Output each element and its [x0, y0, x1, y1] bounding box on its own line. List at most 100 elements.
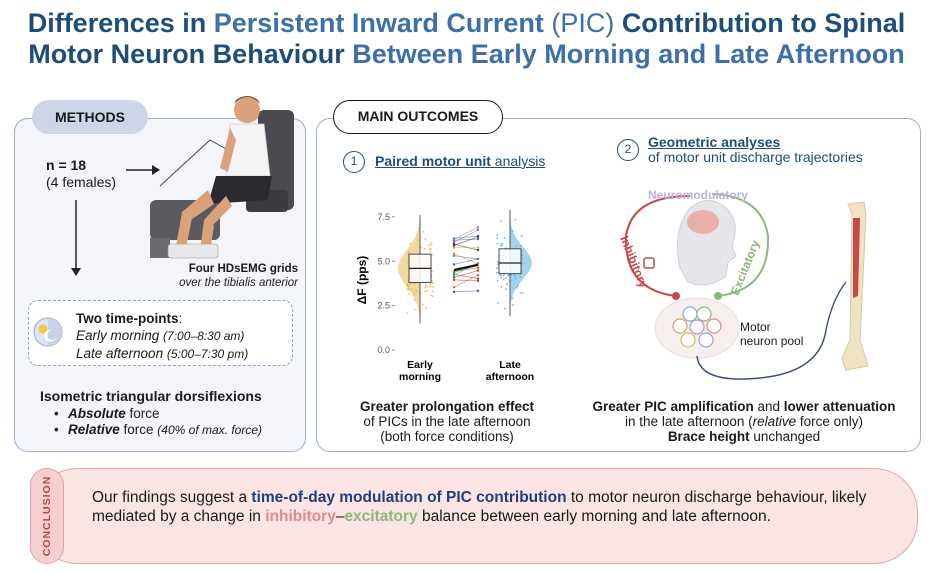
data-point	[406, 285, 409, 288]
paired-point	[452, 240, 456, 244]
force-list: • Absolute force • Relative force (40% of …	[54, 406, 262, 438]
data-point	[514, 277, 517, 280]
section-1-title: Paired motor unit analysis	[375, 153, 546, 169]
paired-point	[476, 226, 480, 229]
data-point	[496, 271, 498, 274]
paired-point	[476, 248, 480, 252]
data-point	[501, 242, 503, 245]
data-point	[511, 297, 514, 300]
data-point	[511, 230, 514, 232]
paired-line	[453, 270, 479, 278]
data-point	[519, 276, 522, 278]
data-point	[515, 286, 518, 289]
data-point	[414, 282, 416, 285]
box	[498, 248, 522, 275]
y-tick-label: 7.5	[377, 212, 390, 222]
paired-point	[476, 279, 480, 282]
timepoints-text: Two time-points: Early morning (7:00–8:3…	[76, 311, 249, 361]
paired-line	[453, 229, 479, 243]
data-point	[431, 280, 434, 283]
data-point	[424, 286, 427, 289]
data-point	[431, 290, 434, 293]
paired-point	[476, 289, 480, 292]
data-point	[424, 238, 427, 241]
data-point	[521, 257, 524, 260]
data-point	[503, 237, 506, 239]
data-point	[428, 248, 431, 250]
data-point	[500, 277, 503, 279]
data-point	[514, 218, 517, 221]
paired-point	[452, 246, 456, 249]
data-point	[425, 290, 428, 292]
data-point	[429, 244, 432, 246]
data-point	[409, 283, 412, 286]
sun-moon-icon	[33, 317, 63, 347]
paired-point	[452, 276, 456, 279]
data-point	[425, 283, 428, 286]
data-point	[513, 274, 516, 277]
paired-line	[453, 253, 479, 265]
data-point	[496, 261, 499, 263]
data-point	[431, 282, 434, 284]
conclusion-text: Our findings suggest a time-of-day modul…	[92, 489, 867, 525]
data-point	[510, 274, 513, 276]
methods-header: METHODS	[32, 100, 148, 134]
svg-text:Excitatory: Excitatory	[728, 238, 763, 297]
hdsemg-caption: Four HDsEMG grids over the tibialis ante…	[179, 263, 298, 289]
paired-mean-line	[453, 263, 479, 272]
paired-point	[452, 238, 456, 241]
data-point	[407, 288, 410, 291]
data-point	[413, 299, 416, 301]
data-point	[429, 250, 432, 253]
data-point	[520, 235, 523, 238]
data-point	[422, 231, 425, 233]
x-tick-label: Late	[499, 359, 521, 371]
paired-point	[452, 244, 456, 247]
paired-point	[476, 257, 480, 261]
data-point	[497, 263, 499, 266]
iso-title: Isometric triangular dorsiflexions	[40, 388, 262, 404]
section-1-badge: 1	[343, 151, 365, 173]
paired-point	[452, 286, 456, 289]
data-point	[521, 262, 524, 265]
paired-point	[476, 266, 480, 269]
data-point	[505, 288, 507, 291]
data-point	[496, 234, 499, 237]
data-point	[427, 244, 430, 246]
data-point	[406, 260, 409, 263]
data-point	[501, 244, 504, 247]
data-point	[512, 304, 514, 306]
data-point	[429, 285, 431, 288]
data-point	[500, 220, 502, 223]
paired-point	[452, 252, 456, 255]
title-line-1: Differences in Persistent Inward Current…	[27, 8, 906, 38]
data-point	[496, 242, 499, 245]
data-point	[408, 293, 411, 295]
data-point	[503, 307, 506, 310]
y-tick-label: 0.0	[377, 345, 390, 355]
data-point	[415, 289, 418, 292]
paired-point	[452, 271, 456, 274]
x-tick-label: afternoon	[486, 371, 534, 383]
paired-point	[476, 235, 480, 238]
y-tick-label: 2.5	[377, 301, 390, 311]
paired-line	[453, 290, 479, 293]
data-point	[499, 274, 502, 276]
conclusion-tab	[30, 468, 64, 564]
paired-point	[452, 274, 456, 277]
paired-line	[453, 255, 479, 260]
paired-point	[452, 254, 456, 257]
outcomes-header: MAIN OUTCOMES	[333, 100, 503, 134]
data-point	[497, 302, 499, 304]
paired-line	[453, 274, 479, 279]
paired-line	[453, 279, 479, 282]
motor-pool-label: Motor neuron pool	[740, 320, 804, 348]
paired-line	[453, 258, 479, 265]
data-point	[423, 247, 426, 250]
data-point	[414, 293, 416, 296]
paired-point	[452, 290, 456, 293]
data-point	[406, 288, 408, 291]
data-point	[519, 292, 522, 294]
data-point	[517, 284, 519, 287]
